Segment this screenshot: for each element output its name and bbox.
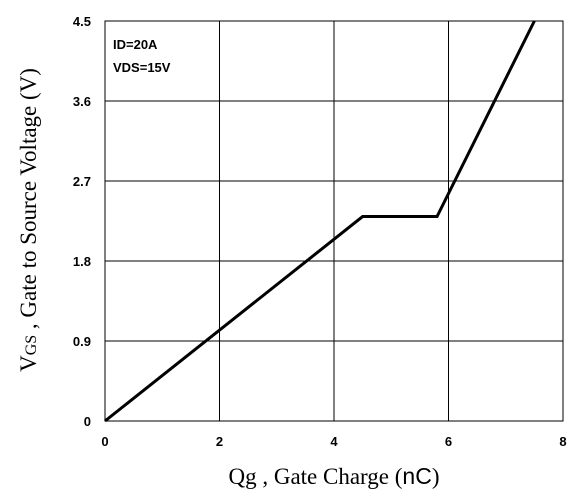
x-tick-label: 4 — [330, 434, 338, 449]
x-axis-label: Qg , Gate Charge (nC) — [228, 463, 439, 489]
y-tick-label: 0.9 — [73, 334, 91, 349]
x-tick-label: 2 — [216, 434, 223, 449]
x-tick-label: 8 — [559, 434, 566, 449]
x-tick-label: 0 — [101, 434, 108, 449]
x-axis-label-close: ) — [432, 464, 440, 489]
plot-frame — [104, 20, 564, 422]
x-tick-labels: 0 2 4 6 8 — [101, 434, 566, 449]
series-line-0 — [104, 20, 536, 423]
y-tick-label: 3.6 — [73, 94, 91, 109]
y-tick-label: 2.7 — [73, 174, 91, 189]
series-layer — [104, 20, 536, 423]
y-tick-label: 1.8 — [73, 254, 91, 269]
y-tick-label: 0 — [84, 414, 91, 429]
y-axis-label: VGS , Gate to Source Voltage (V) — [16, 68, 41, 372]
y-tick-labels: 0 0.9 1.8 2.7 3.6 4.5 — [73, 14, 91, 429]
annotation-vds: VDS=15V — [113, 60, 171, 75]
y-axis-label-sub: GS — [23, 335, 40, 355]
y-axis-label-v: V — [16, 355, 41, 372]
x-tick-label: 6 — [445, 434, 452, 449]
x-axis-label-unit: nC — [402, 463, 431, 489]
y-axis-label-rest: , Gate to Source Voltage (V) — [16, 68, 41, 335]
annotation-id: ID=20A — [113, 37, 158, 52]
x-axis-label-main: Qg , Gate Charge ( — [228, 464, 402, 489]
y-tick-label: 4.5 — [73, 14, 91, 29]
grid — [105, 21, 563, 421]
